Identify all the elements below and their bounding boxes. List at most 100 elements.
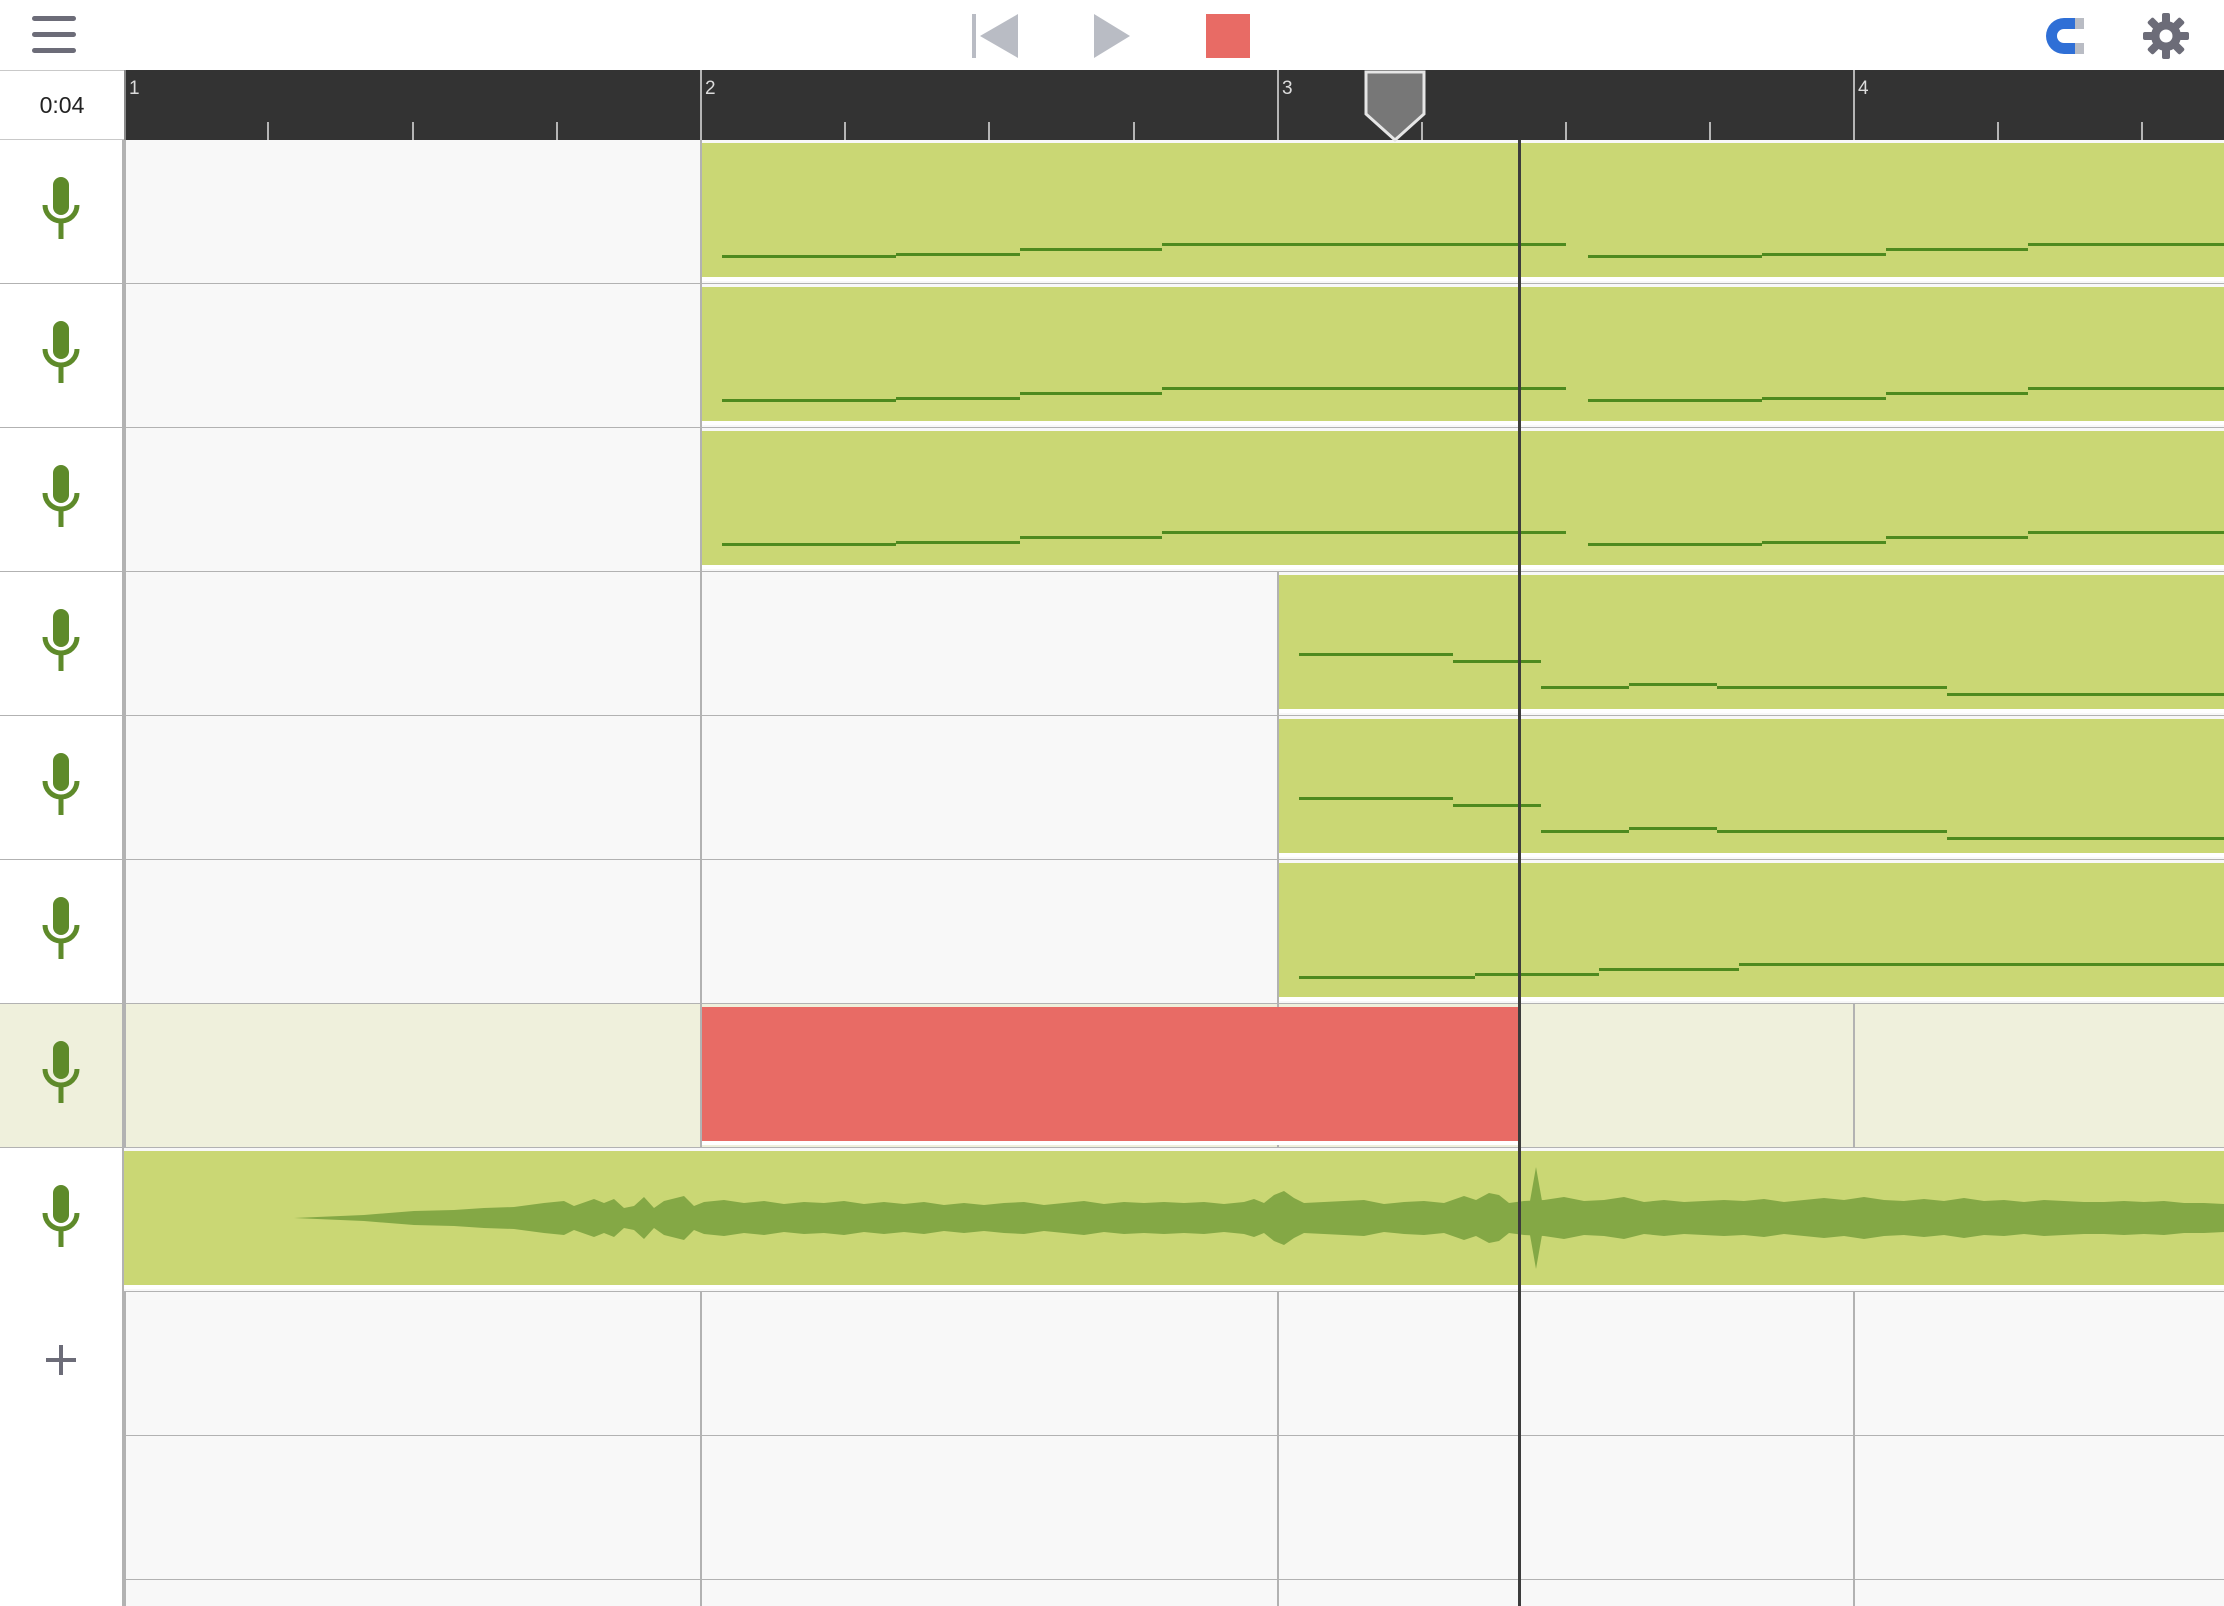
- bar-gridline: [1277, 1580, 1279, 1606]
- play-icon[interactable]: [1092, 12, 1132, 60]
- microphone-icon: [37, 1039, 85, 1112]
- add-track-button[interactable]: [0, 1290, 124, 1434]
- note: [896, 541, 1020, 544]
- track-header-1[interactable]: [0, 140, 124, 284]
- audio-region[interactable]: [124, 1151, 2224, 1289]
- note: [1475, 973, 1599, 976]
- bar-label-4: 4: [1858, 78, 1869, 99]
- note: [722, 255, 896, 258]
- note: [896, 397, 1020, 400]
- note: [1162, 387, 1566, 390]
- midi-region[interactable]: [1279, 863, 2224, 1001]
- track-lane-4[interactable]: [124, 572, 2224, 716]
- recording-region[interactable]: [702, 1007, 1519, 1145]
- bar-gridline: [1853, 1292, 1855, 1435]
- bar-gridline: [124, 140, 126, 283]
- note: [722, 399, 896, 402]
- track-header-4[interactable]: [0, 572, 124, 716]
- track-lane-6[interactable]: [124, 860, 2224, 1004]
- track-header-8[interactable]: [0, 1148, 124, 1292]
- bar-gridline: [700, 140, 702, 283]
- bar-gridline: [124, 1004, 126, 1147]
- bar-gridline: [700, 284, 702, 427]
- empty-track-lane[interactable]: [124, 1580, 2224, 1606]
- midi-region[interactable]: [702, 431, 2224, 569]
- track-lane-5[interactable]: [124, 716, 2224, 860]
- track-header-7[interactable]: [0, 1004, 124, 1148]
- skip-to-start-icon[interactable]: [970, 12, 1022, 60]
- bar-gridline: [700, 1004, 702, 1147]
- time-display: 0:04: [0, 70, 124, 140]
- note: [1717, 830, 1947, 833]
- track-header-6[interactable]: [0, 860, 124, 1004]
- note: [1453, 660, 1541, 663]
- note: [1599, 968, 1739, 971]
- record-stop-icon[interactable]: [1204, 12, 1252, 60]
- bar-gridline: [1853, 1436, 1855, 1579]
- note: [1299, 653, 1453, 656]
- microphone-icon: [37, 1183, 85, 1256]
- track-header-2[interactable]: [0, 284, 124, 428]
- note: [1588, 399, 1762, 402]
- note: [1739, 963, 2224, 966]
- note: [1762, 253, 1886, 256]
- bar-gridline: [700, 716, 702, 859]
- note: [1762, 541, 1886, 544]
- bar-gridline: [1277, 860, 1279, 1003]
- bar-tick: [700, 70, 702, 140]
- track-lane-2[interactable]: [124, 284, 2224, 428]
- bar-gridline: [1853, 1004, 1855, 1147]
- note: [1162, 531, 1566, 534]
- note: [1020, 392, 1162, 395]
- bar-gridline: [700, 1292, 702, 1435]
- note: [722, 543, 896, 546]
- bar-gridline: [700, 428, 702, 571]
- bar-gridline: [1277, 1292, 1279, 1435]
- beat-tick: [988, 122, 990, 140]
- playhead-handle[interactable]: [1363, 70, 1427, 143]
- note: [1629, 827, 1717, 830]
- note: [1588, 255, 1762, 258]
- midi-region[interactable]: [1279, 575, 2224, 713]
- gear-icon[interactable]: [2142, 12, 2190, 60]
- midi-region[interactable]: [702, 287, 2224, 425]
- note: [2028, 387, 2224, 390]
- bar-gridline: [124, 1436, 126, 1579]
- empty-track-lane[interactable]: [124, 1292, 2224, 1436]
- note: [1717, 686, 1947, 689]
- note: [1162, 243, 1566, 246]
- track-header-3[interactable]: [0, 428, 124, 572]
- bar-label-2: 2: [705, 78, 716, 99]
- bar-gridline: [124, 572, 126, 715]
- bar-gridline: [124, 1292, 126, 1435]
- track-lane-3[interactable]: [124, 428, 2224, 572]
- microphone-icon: [37, 895, 85, 968]
- bar-tick: [124, 70, 126, 140]
- empty-track-lane[interactable]: [124, 1436, 2224, 1580]
- track-lane-7[interactable]: [124, 1004, 2224, 1148]
- note: [1020, 536, 1162, 539]
- microphone-icon: [37, 175, 85, 248]
- bar-gridline: [124, 1580, 126, 1606]
- bar-gridline: [700, 860, 702, 1003]
- note: [1629, 683, 1717, 686]
- beat-tick: [412, 122, 414, 140]
- bar-gridline: [1277, 1436, 1279, 1579]
- track-lane-8[interactable]: [124, 1148, 2224, 1292]
- midi-region[interactable]: [1279, 719, 2224, 857]
- track-header-5[interactable]: [0, 716, 124, 860]
- bar-gridline: [1277, 572, 1279, 715]
- note: [1886, 392, 2028, 395]
- waveform: [294, 1167, 2224, 1269]
- hamburger-menu-icon[interactable]: [32, 16, 76, 54]
- magnet-icon[interactable]: [2040, 12, 2088, 60]
- midi-region[interactable]: [702, 143, 2224, 281]
- beat-tick: [267, 122, 269, 140]
- microphone-icon: [37, 607, 85, 680]
- current-time: 0:04: [39, 91, 85, 118]
- bar-gridline: [1277, 716, 1279, 859]
- track-lane-1[interactable]: [124, 140, 2224, 284]
- beat-tick: [1709, 122, 1711, 140]
- note: [896, 253, 1020, 256]
- timeline-ruler[interactable]: 1 2 3 4: [124, 70, 2224, 140]
